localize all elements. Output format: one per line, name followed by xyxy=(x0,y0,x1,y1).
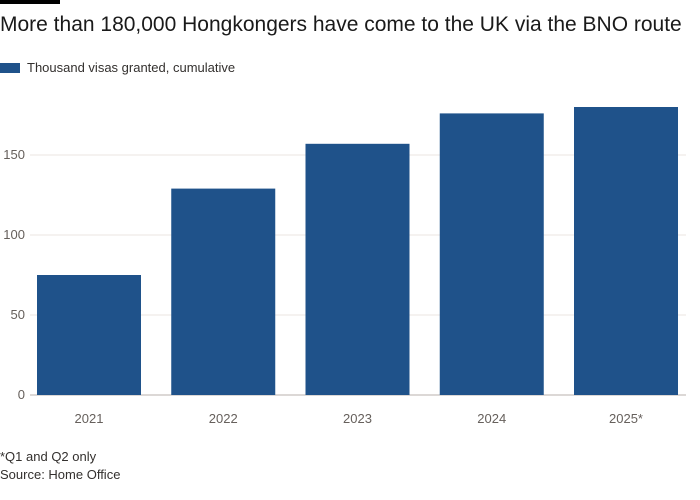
bar-2024 xyxy=(439,113,544,396)
y-tick-label: 50 xyxy=(11,307,25,322)
bar-2021 xyxy=(37,275,141,395)
x-category-label: 2021 xyxy=(75,411,104,426)
legend-label: Thousand visas granted, cumulative xyxy=(27,60,236,75)
x-category-label: 2022 xyxy=(209,411,238,426)
footnotes: *Q1 and Q2 only Source: Home Office xyxy=(0,448,120,484)
bar-2025 xyxy=(574,107,678,395)
x-axis-categories: 2021 2022 2023 2024 2025* xyxy=(75,411,643,426)
bar-2023 xyxy=(305,143,410,395)
y-axis-ticks: 0 50 100 150 xyxy=(3,147,25,402)
footnote-q1-q2: *Q1 and Q2 only xyxy=(0,449,97,464)
source-note: Source: Home Office xyxy=(0,467,121,482)
chart-title: More than 180,000 Hongkongers have come … xyxy=(0,13,682,36)
x-category-label: 2024 xyxy=(477,411,506,426)
legend: Thousand visas granted, cumulative xyxy=(0,60,235,75)
bars xyxy=(37,107,678,396)
bar-chart: 0 50 100 150 2021 2022 2023 2024 2025* xyxy=(3,107,686,426)
top-rule xyxy=(0,0,60,4)
legend-swatch xyxy=(0,62,20,73)
bar-2022 xyxy=(171,188,276,395)
x-category-label: 2023 xyxy=(343,411,372,426)
y-tick-label: 100 xyxy=(3,227,25,242)
y-tick-label: 0 xyxy=(18,387,25,402)
y-tick-label: 150 xyxy=(3,147,25,162)
x-category-label: 2025* xyxy=(609,411,643,426)
